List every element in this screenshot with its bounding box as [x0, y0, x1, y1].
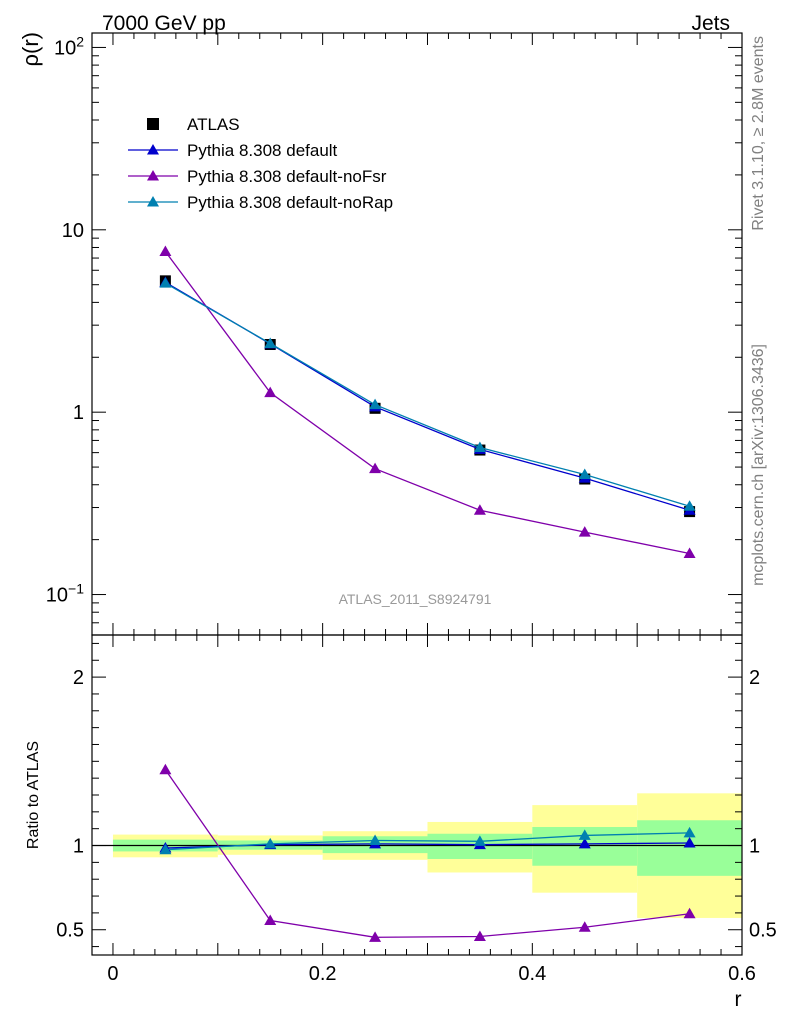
- ratio-y-tick-label-left: 1: [73, 836, 84, 858]
- ratio-y-tick-label-left: 2: [73, 667, 84, 689]
- ratio-y-tick-label-right: 0.5: [749, 920, 777, 942]
- data-point-noFsr: [369, 462, 382, 474]
- legend-marker-default: [147, 144, 159, 155]
- data-point-noRap: [473, 441, 486, 453]
- main-plot-area: [159, 245, 696, 558]
- x-tick-label: 0.2: [309, 963, 337, 985]
- legend-label-noRap: Pythia 8.308 default-noRap: [187, 193, 393, 212]
- title-left: 7000 GeV pp: [102, 12, 226, 35]
- ratio-point-noRap: [264, 837, 277, 849]
- data-point-noRap: [578, 468, 591, 480]
- ratio-point-noFsr: [264, 914, 277, 925]
- x-tick-label: 0: [107, 963, 118, 985]
- data-point-noFsr: [578, 526, 591, 537]
- source-label: mcplots.cern.ch [arXiv:1306.3436]: [750, 344, 767, 586]
- ratio-point-noFsr: [578, 921, 591, 932]
- ratio-point-default: [683, 837, 696, 848]
- data-point-noRap: [369, 398, 382, 410]
- ratio-y-tick-label-right: 1: [749, 836, 760, 858]
- ratio-point-noRap: [473, 835, 486, 846]
- y-tick-label: 1: [73, 402, 84, 424]
- y-tick-label: 10: [62, 220, 84, 242]
- legend-marker-noFsr: [147, 170, 159, 181]
- ratio-point-noFsr: [683, 907, 696, 919]
- legend: ATLAS Pythia 8.308 default Pythia 8.308 de…: [128, 115, 393, 212]
- legend-label-default: Pythia 8.308 default: [187, 141, 338, 160]
- ratio-point-default: [578, 837, 591, 849]
- data-point-noFsr: [473, 504, 486, 515]
- ratio-y-tick-label-right: 2: [749, 667, 760, 689]
- series-line-noRap: [165, 282, 690, 507]
- data-point-noFsr: [683, 547, 696, 558]
- axes: 0 0.2 0.4 0.6 10−1 1 10 102 0.5 0.5 1 1 2 2: [46, 32, 777, 985]
- data-point-noRap: [683, 500, 696, 511]
- data-point-noRap: [264, 337, 277, 348]
- ratio-line-noFsr: [164, 769, 690, 938]
- ratio-y-tick-label-left: 0.5: [56, 920, 84, 942]
- series-line-default: [165, 281, 690, 511]
- ratio-point-noFsr: [159, 763, 172, 775]
- ratio-line-noRap: [165, 832, 690, 851]
- x-tick-label: 0.6: [728, 963, 756, 985]
- legend-marker-noRap: [147, 196, 159, 207]
- main-ylabel: ρ(r): [18, 32, 43, 67]
- series-line-noFsr: [164, 251, 690, 555]
- y-tick-label: 102: [54, 33, 84, 59]
- ratio-plot-area: [92, 763, 742, 942]
- x-axis-label: r: [735, 988, 742, 1011]
- legend-label-atlas: ATLAS: [187, 115, 240, 134]
- ratio-ylabel: Ratio to ATLAS: [25, 741, 42, 849]
- legend-marker-atlas: [147, 118, 159, 130]
- ratio-point-noRap: [683, 826, 696, 838]
- data-point-noFsr: [159, 245, 172, 257]
- analysis-label: ATLAS_2011_S8924791: [339, 591, 492, 607]
- data-point-noRap: [159, 277, 172, 288]
- ratio-uncertainty-bands: [112, 793, 742, 918]
- data-point-noFsr: [264, 386, 277, 398]
- ratio-point-noRap: [369, 834, 382, 845]
- ratio-point-noRap: [578, 829, 591, 840]
- y-tick-label: 10−1: [46, 581, 84, 607]
- ratio-point-noFsr: [473, 930, 486, 941]
- x-tick-label: 0.4: [518, 963, 546, 985]
- ratio-point-noRap: [159, 843, 172, 855]
- ratio-point-noFsr: [369, 931, 382, 942]
- legend-label-noFsr: Pythia 8.308 default-noFsr: [187, 167, 387, 186]
- rivet-label: Rivet 3.1.10, ≥ 2.8M events: [750, 36, 767, 231]
- title-right: Jets: [691, 12, 730, 35]
